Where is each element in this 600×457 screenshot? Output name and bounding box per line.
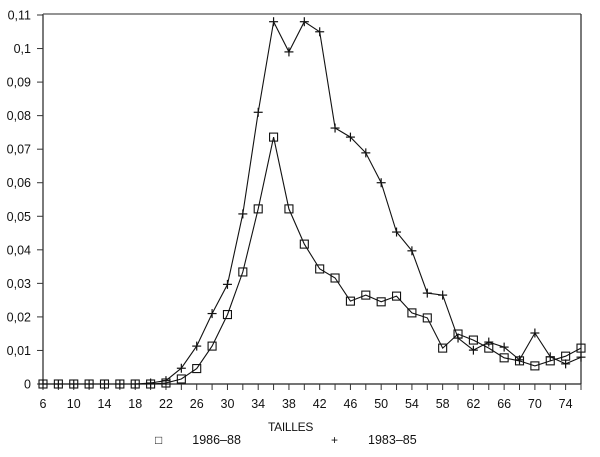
x-tick-label: 58 — [436, 397, 450, 411]
x-tick-label: 30 — [221, 397, 235, 411]
x-axis: 6 10 14 18 22 26 30 34 38 42 46 50 54 58 62 66 70 74 — [40, 384, 582, 411]
y-tick-label: 0,09 — [7, 76, 31, 90]
y-tick-label: 0,08 — [7, 109, 31, 123]
data-point-square — [407, 308, 417, 318]
x-tick-label: 18 — [128, 397, 142, 411]
x-tick-label: 74 — [559, 397, 573, 411]
x-tick-label: 54 — [405, 397, 419, 411]
data-point-square — [376, 297, 386, 307]
x-tick-label: 66 — [497, 397, 511, 411]
data-point-square — [207, 341, 217, 351]
y-tick-label: 0,06 — [7, 176, 31, 190]
legend-label: 1983–85 — [368, 433, 417, 447]
x-tick-label: 26 — [190, 397, 204, 411]
x-tick-label: 38 — [282, 397, 296, 411]
x-axis-label: TAILLES — [268, 420, 314, 434]
x-tick-label: 70 — [528, 397, 542, 411]
data-point-square — [269, 132, 279, 142]
x-tick-label: 6 — [40, 397, 47, 411]
x-tick-label: 34 — [251, 397, 265, 411]
data-point-square — [284, 204, 294, 214]
data-point-square — [176, 374, 186, 384]
y-tick-label: 0,03 — [7, 277, 31, 291]
y-tick-label: 0 — [24, 378, 31, 392]
data-point-square — [391, 291, 402, 301]
data-point-square — [299, 239, 309, 249]
y-tick-label: 0,01 — [7, 344, 31, 358]
data-point-square — [345, 296, 355, 306]
legend-item-1983-85: + 1983–85 — [331, 433, 417, 447]
x-tick-label: 14 — [98, 397, 112, 411]
x-tick-label: 10 — [67, 397, 81, 411]
x-tick-label: 62 — [466, 397, 480, 411]
y-axis: 0 0,01 0,02 0,03 0,04 0,05 0,06 0,07 0,08 0,09 0,1… — [7, 9, 43, 392]
data-point-square — [330, 273, 340, 283]
plus-marker-icon: + — [331, 433, 339, 447]
x-tick-label: 42 — [313, 397, 327, 411]
series-1986-88 — [38, 132, 586, 389]
data-point-square — [438, 343, 448, 353]
data-point-square — [576, 343, 586, 353]
x-tick-label: 50 — [374, 397, 388, 411]
series-line — [43, 19, 582, 385]
chart-frame — [42, 13, 582, 385]
y-tick-label: 0,05 — [7, 210, 31, 224]
data-point-square — [530, 361, 540, 371]
data-point-square — [222, 310, 233, 320]
data-point-square — [499, 353, 509, 363]
data-point-square — [422, 313, 432, 323]
square-marker-icon: □ — [155, 433, 163, 447]
data-point-square — [238, 267, 248, 277]
data-point-square — [468, 335, 478, 345]
y-tick-label: 0,07 — [7, 143, 31, 157]
data-point-square — [192, 364, 202, 374]
y-tick-label: 0,1 — [14, 42, 31, 56]
x-tick-label: 22 — [159, 397, 173, 411]
y-tick-label: 0,04 — [7, 243, 31, 257]
y-tick-label: 0,11 — [8, 9, 31, 23]
series-1983-85 — [38, 17, 586, 389]
legend: □ 1986–88 + 1983–85 — [0, 433, 600, 449]
series-layer — [38, 17, 586, 389]
data-point-square — [253, 204, 263, 214]
legend-label: 1986–88 — [192, 433, 241, 447]
x-tick-label: 46 — [343, 397, 357, 411]
y-tick-label: 0,02 — [7, 310, 31, 324]
data-point-square — [361, 290, 371, 300]
legend-item-1986-88: □ 1986–88 — [155, 433, 241, 447]
data-point-square — [315, 264, 325, 274]
